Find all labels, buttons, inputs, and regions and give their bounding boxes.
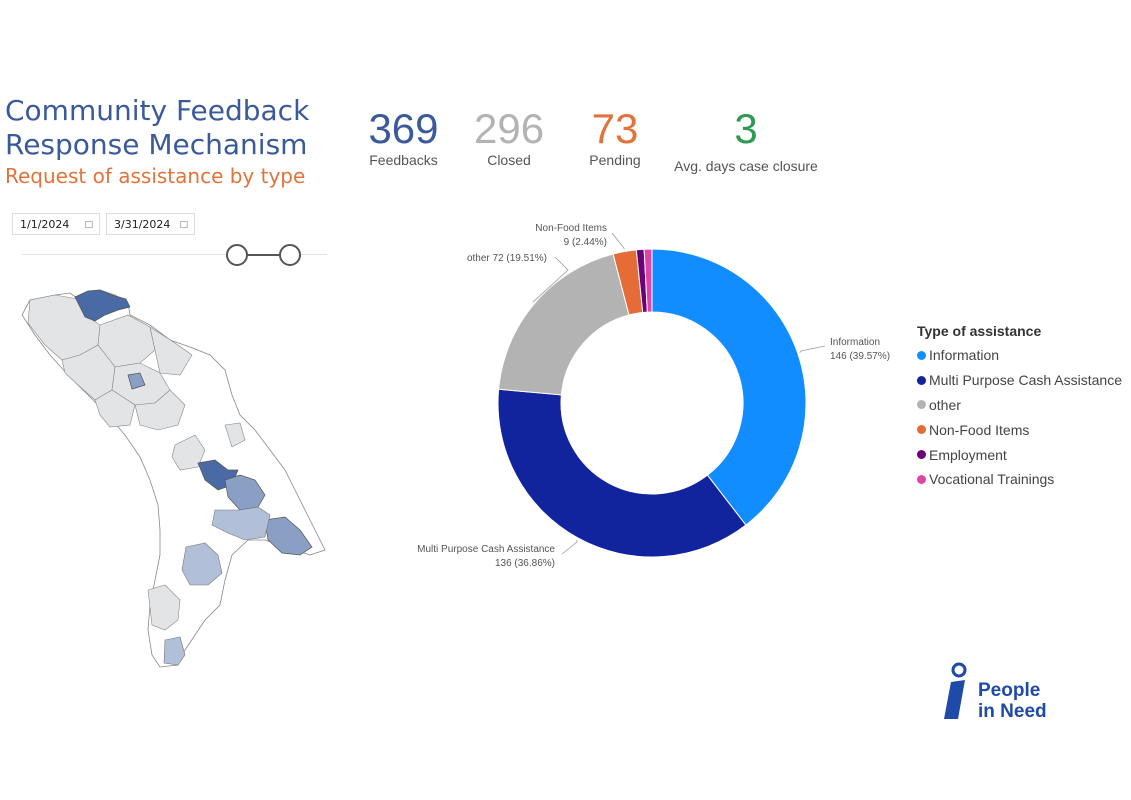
map-region-low[interactable] — [181, 542, 223, 586]
data-label-leader-line — [532, 256, 569, 303]
date-slider-track[interactable] — [22, 254, 327, 255]
kpi-avg-days-value: 3 — [734, 105, 758, 152]
kpi-pending-label: Pending — [589, 152, 641, 168]
legend-item[interactable]: Non-Food Items — [917, 417, 1122, 442]
donut-slice-information[interactable] — [651, 248, 807, 526]
legend-item[interactable]: Vocational Trainings — [917, 467, 1122, 492]
data-label-leader-line — [561, 539, 578, 555]
kpi-pending: 73 Pending — [582, 105, 648, 169]
logo-text-line-1: People — [978, 680, 1041, 701]
kpi-avg-days: 3 Avg. days case closure — [671, 105, 821, 175]
legend-item[interactable]: Multi Purpose Cash Assistance — [917, 368, 1122, 393]
kpi-closed-label: Closed — [487, 152, 531, 168]
data-label-leader-line — [799, 345, 826, 354]
kpi-avg-days-label: Avg. days case closure — [674, 158, 818, 174]
date-slider-start-handle[interactable] — [226, 244, 248, 266]
map-region-low[interactable] — [211, 506, 271, 541]
map-region-none[interactable] — [149, 326, 193, 376]
map-region-medium[interactable] — [224, 474, 266, 511]
legend-item[interactable]: other — [917, 393, 1122, 418]
legend-label: other — [929, 396, 961, 413]
donut-slice-vocational-trainings[interactable] — [643, 248, 653, 313]
map-region-high[interactable] — [74, 289, 131, 322]
date-slider-end-handle[interactable] — [279, 244, 301, 266]
start-date-input[interactable]: 1/1/2024 □ — [12, 213, 100, 235]
calendar-icon[interactable]: □ — [179, 220, 188, 230]
map-region-none[interactable] — [171, 434, 206, 471]
kpi-feedbacks-value: 369 — [368, 105, 439, 152]
map-region-none[interactable] — [134, 389, 186, 431]
end-date-value: 3/31/2024 — [114, 218, 171, 231]
legend-item[interactable]: Information — [917, 343, 1122, 368]
kpi-closed: 296 Closed — [474, 105, 545, 169]
donut-slice-multi-purpose-cash-assistance[interactable] — [497, 388, 747, 558]
region-map — [21, 289, 326, 668]
map-region-medium[interactable] — [127, 372, 146, 390]
legend-swatch — [917, 450, 926, 460]
calendar-icon[interactable]: □ — [84, 220, 93, 230]
kpi-closed-value: 296 — [474, 105, 545, 152]
legend-swatch — [917, 474, 926, 484]
map-region-none[interactable] — [147, 584, 181, 631]
legend-label: Vocational Trainings — [929, 471, 1055, 488]
kpi-feedbacks: 369 Feedbacks — [366, 105, 441, 169]
map-region-none[interactable] — [224, 422, 246, 448]
kpi-pending-value: 73 — [591, 105, 639, 152]
logo-text-line-2: in Need — [978, 701, 1047, 722]
logo-figure-icon — [944, 662, 967, 719]
legend-item[interactable]: Employment — [917, 442, 1122, 467]
legend-label: Information — [929, 347, 1000, 364]
legend-swatch — [917, 400, 926, 410]
end-date-input[interactable]: 3/31/2024 □ — [106, 213, 195, 235]
legend-swatch — [917, 375, 926, 385]
data-label: 9 (2.44%) — [564, 237, 607, 248]
legend-swatch — [917, 425, 926, 435]
date-slider-range — [237, 254, 290, 256]
data-label: Information — [830, 337, 880, 348]
kpi-feedbacks-label: Feedbacks — [369, 152, 438, 168]
page-title-line-1: Community Feedback — [5, 94, 310, 127]
data-label: Non-Food Items — [535, 223, 607, 234]
legend-title: Type of assistance — [917, 323, 1042, 339]
title-block: Community Feedback Response Mechanism Re… — [5, 94, 309, 188]
legend-label: Employment — [929, 446, 1007, 463]
map-region-low[interactable] — [163, 636, 186, 666]
legend-label: Non-Food Items — [929, 421, 1030, 438]
chart-legend: Type of assistance Information Multi Purp… — [917, 323, 1122, 492]
donut-slice-other[interactable] — [498, 253, 630, 396]
people-in-need-logo: People in Need — [940, 662, 1060, 722]
legend-label: Multi Purpose Cash Assistance — [929, 372, 1122, 389]
data-label: other 72 (19.51%) — [467, 253, 547, 264]
start-date-value: 1/1/2024 — [20, 218, 70, 231]
data-label: 146 (39.57%) — [830, 351, 890, 362]
data-label-leader-line — [611, 232, 625, 250]
map-region-medium[interactable] — [264, 516, 313, 556]
legend-swatch — [917, 350, 926, 360]
page-subtitle: Request of assistance by type — [5, 164, 306, 188]
data-label: 136 (36.86%) — [495, 558, 555, 569]
map-region-none[interactable] — [94, 389, 136, 428]
data-label: Multi Purpose Cash Assistance — [417, 544, 555, 555]
page-title-line-2: Response Mechanism — [5, 128, 308, 161]
